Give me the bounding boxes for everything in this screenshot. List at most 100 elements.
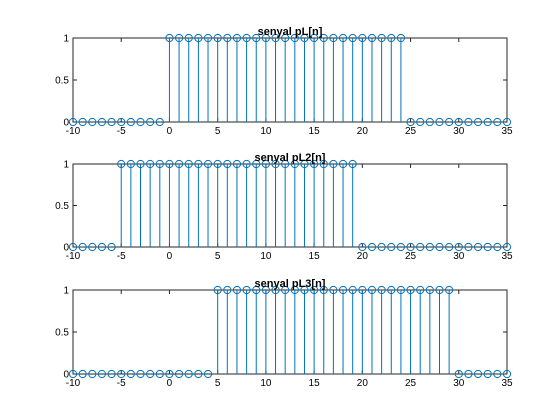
- stem-marker: [387, 242, 396, 252]
- stem-marker: [329, 33, 338, 43]
- y-tick-label: 0.5: [55, 76, 69, 87]
- stem-marker: [406, 117, 415, 127]
- stem-marker: [213, 285, 222, 295]
- stem-marker: [348, 159, 357, 169]
- stem-marker: [367, 285, 377, 295]
- stem-marker: [319, 285, 328, 295]
- x-tick-label: 30: [453, 378, 465, 389]
- stem-marker: [232, 159, 242, 169]
- x-tick-label: -5: [117, 126, 126, 137]
- stem-marker: [146, 159, 155, 169]
- stem-marker: [396, 33, 406, 43]
- stem-marker: [194, 159, 203, 169]
- stem-marker: [464, 369, 473, 379]
- stem-marker: [319, 159, 328, 169]
- stem-marker: [261, 285, 270, 295]
- x-tick-label: -10: [66, 251, 81, 262]
- stem-marker: [348, 33, 357, 43]
- stem-marker: [117, 369, 126, 379]
- stem-marker: [367, 33, 377, 43]
- stem-marker: [117, 159, 126, 169]
- stem-marker: [387, 33, 396, 43]
- x-tick-label: 10: [260, 378, 272, 389]
- stem-marker: [88, 242, 97, 252]
- stem-marker: [271, 159, 280, 169]
- stem-marker: [358, 33, 367, 43]
- stem-marker: [194, 33, 203, 43]
- stem-marker: [232, 285, 242, 295]
- stem-marker: [502, 242, 512, 252]
- stem-marker: [454, 369, 463, 379]
- stem-marker: [502, 369, 512, 379]
- x-tick-label: 35: [501, 378, 513, 389]
- y-tick-label: 0: [63, 118, 69, 129]
- subplot-2: -10 -5 0 5 10 15 20 25 30 35 0 0.5 1 senyal pL2[n]: [55, 152, 513, 262]
- x-tick-label: 15: [309, 126, 321, 137]
- stem-marker: [232, 33, 242, 43]
- stem-marker: [107, 369, 116, 379]
- axes-box: [72, 289, 508, 375]
- stem-marker: [300, 33, 309, 43]
- stem-marker: [338, 159, 348, 169]
- stem-marker: [483, 117, 492, 127]
- stem-marker: [155, 369, 164, 379]
- stem-marker: [377, 285, 386, 295]
- stem-marker: [68, 242, 78, 252]
- stem-marker: [473, 369, 483, 379]
- x-tick-label: 0: [167, 251, 173, 262]
- y-tick-label: 0.5: [55, 328, 69, 339]
- stem-marker: [454, 117, 463, 127]
- stem-marker: [358, 285, 367, 295]
- stem-marker: [435, 117, 444, 127]
- stem-marker: [425, 285, 434, 295]
- stem-marker: [136, 117, 145, 127]
- stem-marker: [155, 117, 164, 127]
- stem-marker: [310, 33, 319, 43]
- stem-marker: [97, 242, 107, 252]
- subplot-title: senyal pL2[n]: [255, 152, 326, 164]
- stem-marker: [242, 159, 251, 169]
- stem-marker: [425, 117, 434, 127]
- stem-marker: [473, 117, 483, 127]
- stem-marker: [271, 33, 280, 43]
- stem-marker: [68, 369, 78, 379]
- x-tick-label: 5: [215, 126, 221, 137]
- x-tick-label: 35: [501, 126, 513, 137]
- x-tick-label: 10: [260, 251, 272, 262]
- stem-marker: [78, 117, 87, 127]
- stem-marker: [454, 242, 463, 252]
- stem-marker: [78, 369, 87, 379]
- stem-marker: [261, 159, 270, 169]
- stem-marker: [300, 285, 309, 295]
- stem-marker: [184, 369, 193, 379]
- stem-marker: [416, 117, 425, 127]
- y-tick-label: 0: [63, 370, 69, 381]
- x-tick-label: 0: [167, 378, 173, 389]
- stem-marker: [174, 33, 184, 43]
- stem-marker: [165, 369, 174, 379]
- stem-marker: [155, 159, 164, 169]
- y-tick-label: 1: [63, 34, 69, 45]
- x-tick-label: 0: [167, 126, 173, 137]
- stem-marker: [252, 159, 261, 169]
- y-tick-label: 1: [63, 160, 69, 171]
- stem-marker: [97, 117, 107, 127]
- stem-marker: [445, 117, 454, 127]
- stem-marker: [290, 285, 299, 295]
- subplot-title: senyal pL3[n]: [255, 278, 326, 290]
- axes-box: [72, 163, 508, 248]
- stem-marker: [107, 117, 116, 127]
- stem-marker: [68, 117, 78, 127]
- stem-marker: [107, 242, 116, 252]
- stem-marker: [78, 242, 87, 252]
- axes-box: [72, 37, 508, 123]
- stem-marker: [136, 159, 145, 169]
- x-tick-label: -10: [66, 126, 81, 137]
- stem-marker: [261, 33, 270, 43]
- stem-marker: [338, 33, 348, 43]
- stem-marker: [223, 33, 232, 43]
- stem-marker: [174, 159, 184, 169]
- stem-marker: [406, 242, 415, 252]
- stem-marker: [493, 242, 502, 252]
- x-tick-label: -5: [117, 378, 126, 389]
